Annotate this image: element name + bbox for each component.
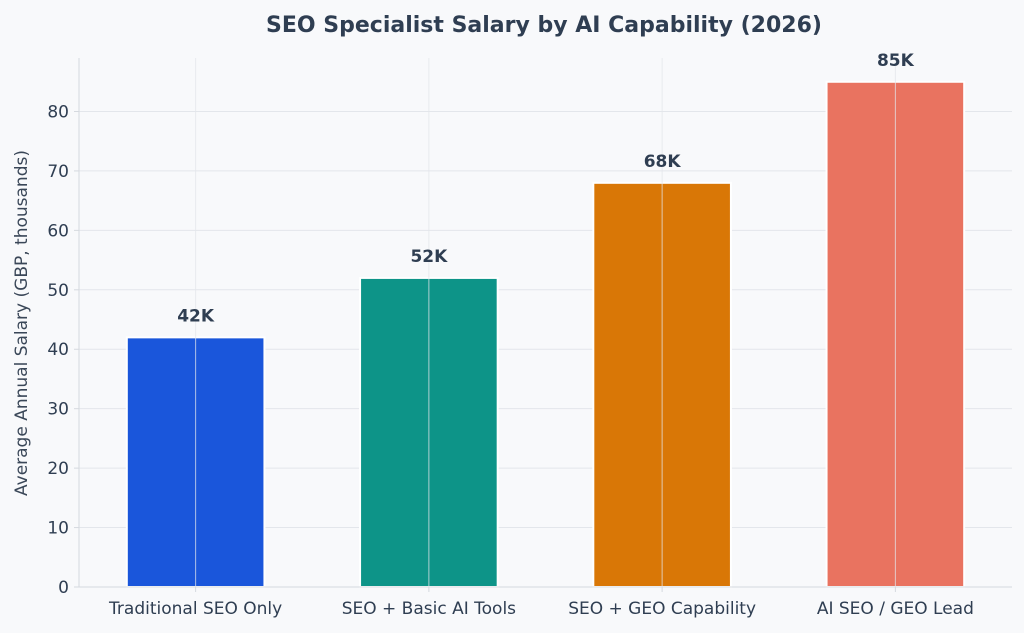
data-label-3: 68K (644, 152, 682, 172)
y-tick-label: 60 (47, 221, 69, 241)
y-tick-label: 10 (47, 519, 69, 539)
y-tick-label: 40 (47, 340, 69, 360)
y-tick-label: 20 (47, 459, 69, 479)
x-tick-label-2: SEO + Basic AI Tools (342, 599, 516, 619)
y-tick-label: 50 (47, 281, 69, 301)
y-tick-label: 0 (58, 578, 69, 598)
data-label-1: 42K (177, 306, 215, 326)
y-tick-label: 30 (47, 400, 69, 420)
y-tick-labels: 0 10 20 30 40 50 60 70 80 (47, 102, 79, 598)
chart-title: SEO Specialist Salary by AI Capability (… (266, 13, 822, 38)
x-tick-label-3: SEO + GEO Capability (568, 599, 756, 619)
y-axis-label: Average Annual Salary (GBP, thousands) (12, 150, 32, 496)
data-label-2: 52K (410, 247, 448, 267)
x-tick-label-4: AI SEO / GEO Lead (817, 599, 974, 619)
plot-frame (78, 58, 1012, 588)
y-tick-label: 70 (47, 162, 69, 182)
x-tick-label-1: Traditional SEO Only (108, 599, 282, 619)
vertical-grid-lines (195, 58, 896, 587)
x-tick-labels: Traditional SEO Only SEO + Basic AI Tools… (108, 587, 974, 619)
data-label-4: 85K (877, 51, 915, 71)
y-tick-label: 80 (47, 102, 69, 122)
data-labels: 42K 52K 68K 85K (177, 51, 914, 327)
